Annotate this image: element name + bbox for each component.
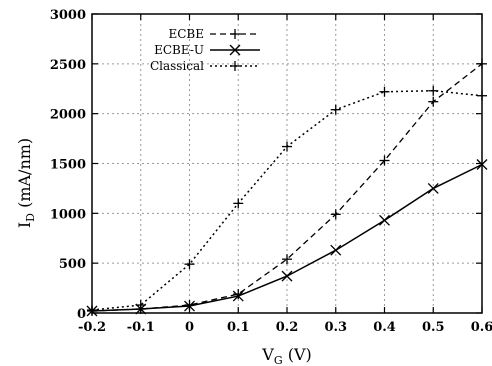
x-tick-label: 0.1	[227, 320, 250, 335]
data-point-ecbe-u	[232, 290, 244, 302]
grid	[92, 14, 482, 313]
data-point-ecbe	[428, 96, 439, 107]
x-tick-label: 0	[185, 320, 194, 335]
y-tick-label: 1500	[50, 158, 86, 173]
legend-marker-ecbe-u	[229, 44, 241, 56]
x-tick-label: 0.5	[422, 320, 445, 335]
y-tick-label: 2000	[50, 108, 86, 123]
axis-ticks: -0.2 -0.1 0 0.1 0.2 0.3 0.4 0.5 0.6 0 500 1000 1500 2…	[50, 8, 492, 335]
y-tick-label: 1000	[50, 207, 86, 222]
data-point-ecbe-u	[427, 182, 439, 194]
data-point-ecbe-u	[184, 300, 195, 312]
legend-label-ecbe-u: ECBE-U	[154, 43, 204, 57]
y-tick-label: 2500	[50, 58, 86, 73]
data-point-ecbe	[379, 155, 390, 166]
series-group	[86, 58, 488, 317]
x-axis-label: VG (V)	[261, 345, 311, 366]
x-tick-label: 0.3	[324, 320, 347, 335]
legend: ECBE ECBE-U Classical	[150, 27, 260, 73]
data-point-ecbe-u	[379, 214, 390, 226]
data-point-ecbe	[282, 254, 292, 265]
data-point-classical	[379, 86, 390, 97]
x-tick-label: -0.2	[78, 320, 106, 335]
data-point-classical	[282, 141, 292, 152]
y-tick-label: 0	[77, 307, 86, 322]
data-point-classical	[184, 259, 195, 270]
data-point-ecbe-u	[330, 244, 342, 256]
data-point-ecbe-u	[281, 270, 293, 282]
y-tick-label: 500	[59, 257, 86, 272]
data-point-ecbe	[330, 209, 341, 220]
data-point-classical	[233, 198, 244, 209]
legend-marker-classical	[230, 61, 240, 71]
y-axis-label: ID (mA/nm)	[15, 138, 37, 228]
y-tick-label: 3000	[50, 8, 86, 23]
legend-label-ecbe: ECBE	[168, 27, 204, 41]
data-point-classical	[330, 104, 341, 115]
x-tick-label: 0.4	[373, 320, 396, 335]
x-tick-label: 0.2	[276, 320, 299, 335]
legend-marker-ecbe	[230, 29, 240, 39]
x-tick-label: 0.6	[471, 320, 492, 335]
x-tick-label: -0.1	[127, 320, 155, 335]
data-point-classical	[428, 85, 439, 96]
legend-label-classical: Classical	[150, 59, 204, 73]
